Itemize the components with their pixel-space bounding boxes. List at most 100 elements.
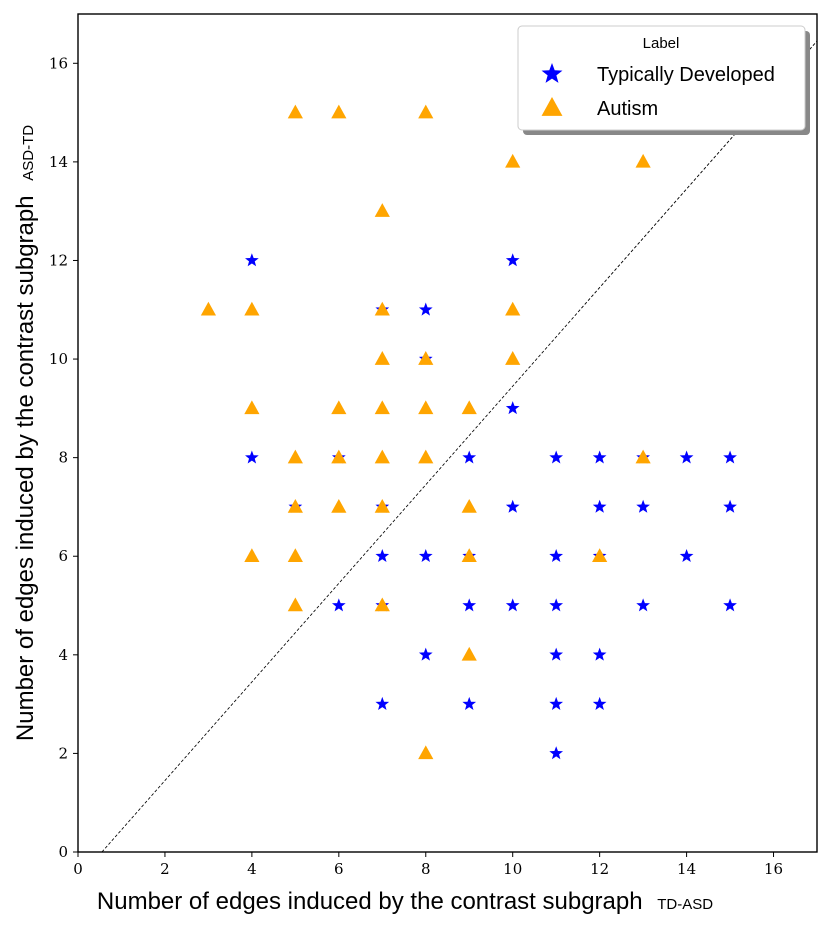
diagonal-reference-line (101, 40, 817, 852)
data-point-triangle (244, 548, 260, 562)
legend-title: Label (643, 35, 680, 52)
data-point-triangle (287, 104, 303, 119)
data-point-triangle (374, 351, 390, 365)
data-point-triangle (418, 351, 434, 365)
data-point-triangle (374, 597, 390, 612)
data-point-star (245, 253, 259, 267)
data-point-triangle (200, 301, 217, 316)
data-point-triangle (374, 400, 390, 415)
data-point-star (505, 253, 520, 267)
legend-triangle-icon (541, 97, 563, 116)
y-tick-label: 10 (49, 350, 68, 368)
x-axis-label-main: Number of edges induced by the contrast … (97, 888, 643, 915)
x-tick-label: 16 (764, 860, 783, 878)
data-point-star (723, 499, 737, 513)
y-tick-label: 14 (49, 153, 68, 171)
data-point-star (375, 696, 390, 710)
x-tick-label: 12 (590, 860, 609, 878)
data-point-triangle (374, 203, 390, 217)
data-point-star (636, 499, 650, 513)
data-point-triangle (635, 153, 651, 168)
data-point-star (505, 499, 520, 513)
legend-entry: Autism (541, 97, 658, 120)
data-point-triangle (287, 498, 303, 513)
data-point-triangle (374, 498, 390, 513)
y-tick-label: 12 (49, 251, 68, 269)
data-point-triangle (461, 646, 477, 661)
data-point-triangle (461, 400, 477, 415)
data-point-star (418, 647, 433, 661)
y-tick-label: 6 (58, 547, 68, 565)
legend-entry: Typically Developed (541, 63, 775, 86)
y-axis-label-sub: ASD-TD (20, 125, 37, 181)
data-point-star (505, 598, 520, 612)
data-point-star (462, 696, 477, 710)
y-tick-label: 16 (49, 54, 68, 72)
y-axis-label-main: Number of edges induced by the contrast … (12, 195, 39, 741)
plot-background (78, 14, 817, 852)
data-point-triangle (505, 301, 521, 316)
x-tick-label: 0 (73, 860, 83, 878)
data-point-triangle (418, 104, 434, 119)
plot-frame (77, 13, 818, 853)
x-tick-label: 8 (421, 860, 431, 878)
data-point-triangle (374, 449, 390, 464)
y-tick-label: 8 (58, 449, 68, 467)
data-point-triangle (505, 153, 521, 168)
data-point-star (592, 647, 607, 661)
data-point-star (505, 401, 520, 415)
x-axis-label: Number of edges induced by the contrast … (97, 888, 713, 915)
y-tick-label: 0 (58, 843, 68, 861)
data-point-triangle (635, 449, 651, 464)
legend-star-icon (541, 63, 563, 83)
data-point-star (636, 598, 650, 612)
data-point-star (549, 598, 564, 612)
data-point-star (549, 696, 564, 710)
legend-box (517, 25, 806, 131)
data-point-triangle (374, 301, 390, 316)
legend: Label Typically Developed Autism (517, 25, 810, 135)
data-point-star (549, 549, 564, 563)
data-point-star (549, 647, 564, 661)
data-point-star (592, 450, 607, 464)
data-point-triangle (331, 498, 347, 513)
data-point-triangle (418, 745, 434, 760)
data-point-star (462, 598, 477, 612)
data-point-triangle (244, 301, 260, 316)
data-point-star (679, 450, 694, 464)
data-point-triangle (418, 400, 434, 415)
y-tick-label: 2 (58, 744, 68, 762)
y-tick-label: 4 (58, 646, 68, 664)
x-tick-label: 10 (503, 860, 522, 878)
data-point-star (723, 598, 737, 612)
data-point-triangle (244, 400, 260, 415)
data-point-triangle (461, 548, 477, 562)
data-point-star (418, 549, 433, 563)
data-point-star (679, 549, 694, 563)
data-point-star (549, 450, 564, 464)
data-point-triangle (331, 400, 347, 415)
data-point-triangle (331, 449, 347, 464)
x-tick-label: 6 (334, 860, 344, 878)
data-point-star (592, 696, 607, 710)
data-point-star (549, 746, 564, 760)
data-point-triangle (418, 449, 434, 464)
data-point-triangle (592, 548, 608, 562)
data-point-star (418, 302, 433, 316)
data-point-triangle (331, 104, 347, 119)
series-autism (200, 104, 651, 760)
data-point-star (723, 450, 737, 464)
data-point-star (462, 450, 477, 464)
data-point-star (245, 450, 259, 464)
data-point-triangle (461, 498, 477, 513)
x-axis-label-sub: TD-ASD (657, 896, 713, 913)
y-axis-label: Number of edges induced by the contrast … (12, 125, 39, 741)
legend-label: Autism (597, 98, 658, 120)
data-point-star (592, 499, 607, 513)
x-tick-label: 14 (677, 860, 696, 878)
legend-label: Typically Developed (597, 64, 775, 86)
x-tick-label: 2 (160, 860, 170, 878)
data-point-triangle (287, 597, 303, 612)
data-point-triangle (287, 449, 303, 464)
